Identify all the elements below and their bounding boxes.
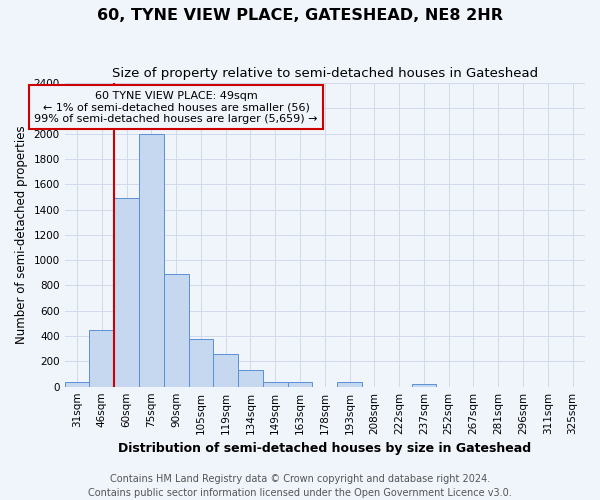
Bar (139, 134, 164, 386)
Text: 60, TYNE VIEW PLACE, GATESHEAD, NE8 2HR: 60, TYNE VIEW PLACE, GATESHEAD, NE8 2HR (97, 8, 503, 22)
Text: Contains HM Land Registry data © Crown copyright and database right 2024.
Contai: Contains HM Land Registry data © Crown c… (88, 474, 512, 498)
Bar (89, 330, 114, 386)
Title: Size of property relative to semi-detached houses in Gateshead: Size of property relative to semi-detach… (112, 68, 538, 80)
X-axis label: Distribution of semi-detached houses by size in Gateshead: Distribution of semi-detached houses by … (118, 442, 532, 455)
Bar (287, 382, 313, 386)
Bar (238, 370, 263, 386)
Text: 60 TYNE VIEW PLACE: 49sqm
← 1% of semi-detached houses are smaller (56)
99% of s: 60 TYNE VIEW PLACE: 49sqm ← 1% of semi-d… (34, 90, 318, 124)
Bar (114, 198, 139, 386)
Bar (65, 382, 89, 386)
Bar (263, 382, 287, 386)
Bar (412, 384, 436, 386)
Bar (337, 382, 362, 386)
Bar (214, 354, 238, 386)
Bar (188, 339, 214, 386)
Bar (164, 274, 188, 386)
Y-axis label: Number of semi-detached properties: Number of semi-detached properties (15, 126, 28, 344)
